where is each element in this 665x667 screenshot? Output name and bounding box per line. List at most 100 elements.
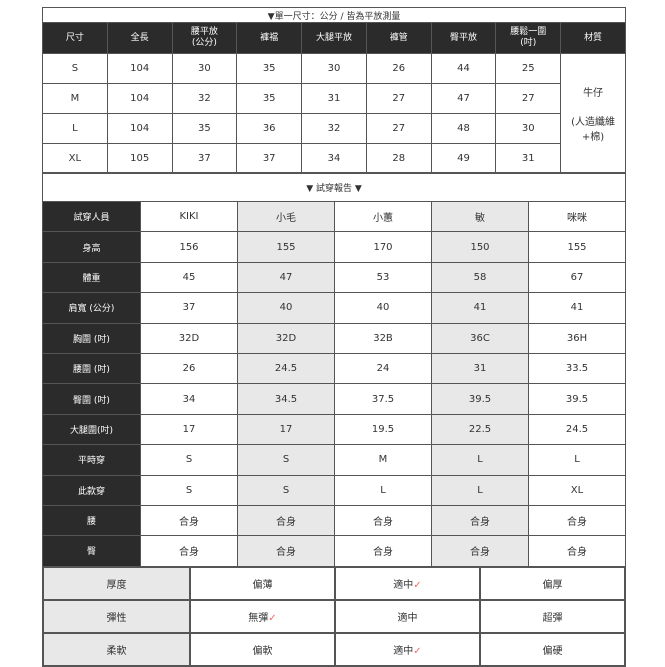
size-row: L 104 35 36 32 27 48 30 <box>42 113 626 144</box>
fabric-option-label: 無彈 <box>248 613 269 624</box>
size-cell: 25 <box>495 53 562 84</box>
fit-row: 試穿人員 KIKI 小毛 小蕙敏咪咪 <box>42 200 626 233</box>
size-row: M 104 32 35 31 27 47 27 <box>42 83 626 114</box>
fabric-label: 厚度 <box>42 566 191 601</box>
size-header: 腰鬆一圍 (吋) <box>495 22 562 54</box>
fit-report-table: ▼ 試穿報告 ▼ 試穿人員 KIKI 小毛 小蕙敏咪咪 身高 156 155 170 150 15… <box>42 172 626 567</box>
fit-label: 臀 <box>42 535 141 567</box>
size-cell: M <box>42 83 108 114</box>
fabric-table: 厚度 偏薄 適中✓ 偏厚 彈性 無彈✓ 適中 超彈 柔軟 偏軟 適中✓ 偏硬 <box>42 566 626 667</box>
size-cell: 31 <box>301 83 367 114</box>
size-cell: 27 <box>495 83 562 114</box>
fit-cell: 36C <box>431 322 529 354</box>
size-cell: XL <box>42 143 108 174</box>
fit-label: 肩寬 (公分) <box>42 292 141 324</box>
fabric-option-label: 偏硬 <box>542 646 563 657</box>
size-cell: S <box>42 53 108 84</box>
size-cell: 36 <box>236 113 303 144</box>
fabric-option: 偏硬 <box>479 632 626 667</box>
fit-label: 腰圍 (吋) <box>42 352 141 385</box>
fit-row: 胸圍 (吋) 32D 32D 32B 36C 36H <box>42 322 626 354</box>
fit-cell: 155 <box>237 231 335 263</box>
fit-cell: 156 <box>140 231 238 263</box>
size-header: 大腿平放 <box>301 22 367 54</box>
fit-cell: S <box>140 474 238 506</box>
fit-label: 身高 <box>42 231 141 263</box>
fabric-option: 偏軟 <box>189 632 336 667</box>
fit-label: 胸圍 (吋) <box>42 322 141 354</box>
size-cell: 104 <box>106 113 173 144</box>
fit-row: 腰圍 (吋) 26 24.5 24 31 33.5 <box>42 352 626 385</box>
fabric-option: 適中 <box>334 599 481 634</box>
size-cell: 49 <box>430 143 497 174</box>
fit-label: 大腿圍(吋) <box>42 413 141 446</box>
fit-cell: L <box>528 444 626 476</box>
fit-cell: 小蕙 <box>334 200 432 233</box>
material-detail: (人造纖維+棉) <box>571 117 616 143</box>
fit-cell: 40 <box>237 292 335 324</box>
size-cell: 31 <box>495 143 562 174</box>
fit-label: 體重 <box>42 261 141 294</box>
fit-cell: 36H <box>528 322 626 354</box>
fit-cell: 24.5 <box>528 413 626 446</box>
size-header: 材質 <box>560 22 626 54</box>
fit-row: 腰合身 合身 合身 合身 合身 <box>42 504 626 537</box>
size-cell: L <box>42 113 108 144</box>
size-cell: 30 <box>301 53 367 84</box>
fit-cell: 合身 <box>237 535 335 567</box>
size-header: 全長 <box>106 22 173 54</box>
fit-cell: 17 <box>237 413 335 446</box>
fit-cell: 47 <box>237 261 335 294</box>
size-table-title: ▼單一尺寸：公分 / 皆為平放測量 <box>42 7 626 23</box>
size-cell: 37 <box>236 143 303 174</box>
size-header: 腰平放 (公分) <box>171 22 238 54</box>
size-cell: 30 <box>171 53 238 84</box>
fit-cell: 39.5 <box>528 383 626 415</box>
size-cell: 34 <box>301 143 367 174</box>
size-cell: 35 <box>171 113 238 144</box>
fit-cell: 17 <box>140 413 238 446</box>
size-row: S 104 30 35 30 26 44 25 牛仔 (人造纖維+棉) <box>42 53 626 174</box>
fit-cell: S <box>237 474 335 506</box>
fit-cell: 合身 <box>431 535 529 567</box>
size-cell: 30 <box>495 113 562 144</box>
fabric-option: 適中✓ <box>334 566 481 601</box>
fit-row: 平時穿 S S M L L <box>42 444 626 476</box>
fit-row: 肩寬 (公分) 37 40 40 41 41 <box>42 292 626 324</box>
fabric-option-label: 偏厚 <box>542 580 563 591</box>
material-cell: 牛仔 (人造纖維+棉) <box>560 53 626 174</box>
fabric-option-label: 適中 <box>397 613 418 624</box>
fabric-row: 厚度 偏薄 適中✓ 偏厚 <box>42 566 626 601</box>
fit-row: 身高 156 155 170 150 155 <box>42 231 626 263</box>
fit-cell: 合身 <box>140 535 238 567</box>
fit-cell: 合身 <box>334 535 432 567</box>
fit-report-title: ▼ 試穿報告 ▼ <box>42 172 626 202</box>
fit-cell: L <box>431 474 529 506</box>
fit-cell: 26 <box>140 352 238 385</box>
fit-cell: 敏 <box>431 200 529 233</box>
size-header: 褲襠 <box>236 22 303 54</box>
fit-cell: 41 <box>431 292 529 324</box>
size-cell: 35 <box>236 83 303 114</box>
fit-label: 平時穿 <box>42 444 141 476</box>
fit-cell: 合身 <box>140 504 238 537</box>
fabric-option: 無彈✓ <box>189 599 336 634</box>
fit-cell: 19.5 <box>334 413 432 446</box>
fabric-option: 適中✓ <box>334 632 481 667</box>
fabric-option-label: 適中 <box>393 646 414 657</box>
fabric-label: 柔軟 <box>42 632 191 667</box>
fabric-option-label: 偏軟 <box>252 646 273 657</box>
fit-cell: S <box>237 444 335 476</box>
material: 牛仔 <box>583 88 604 99</box>
fit-cell: 合身 <box>237 504 335 537</box>
fit-cell: 170 <box>334 231 432 263</box>
fabric-option-label: 偏薄 <box>252 580 273 591</box>
fit-cell: L <box>431 444 529 476</box>
fit-cell: 40 <box>334 292 432 324</box>
fabric-option-label: 超彈 <box>542 613 563 624</box>
fit-cell: 31 <box>431 352 529 385</box>
fit-cell: S <box>140 444 238 476</box>
size-cell: 104 <box>106 83 173 114</box>
check-icon: ✓ <box>413 580 422 591</box>
fit-cell: 24 <box>334 352 432 385</box>
